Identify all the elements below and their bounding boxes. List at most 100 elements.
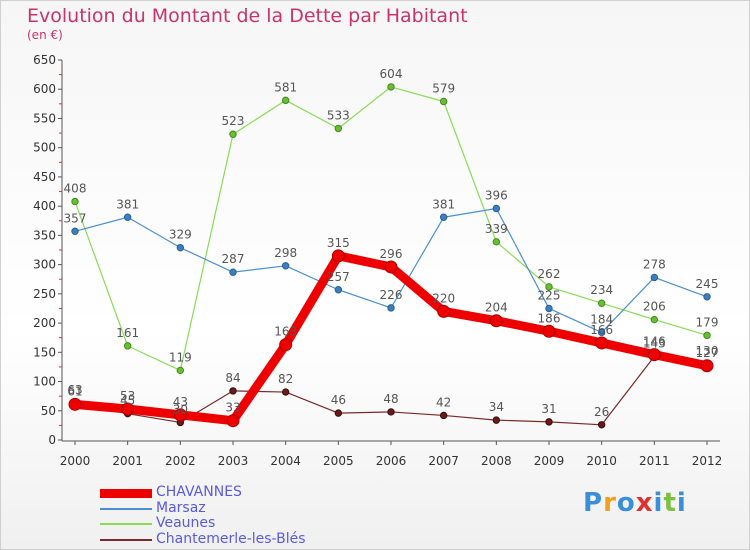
data-point-chantemerle-les-bl-s bbox=[334, 409, 343, 417]
data-label-marsaz: 357 bbox=[64, 211, 87, 225]
y-tick-label: 550 bbox=[33, 111, 56, 125]
data-label-veaunes: 523 bbox=[222, 114, 245, 128]
data-label-chantemerle-les-bl-s: 46 bbox=[331, 393, 346, 407]
data-point-marsaz bbox=[229, 268, 237, 276]
x-tick-label: 2007 bbox=[428, 454, 459, 468]
x-tick-label: 2001 bbox=[112, 454, 143, 468]
x-tick-label: 2002 bbox=[165, 454, 196, 468]
logo-letter: i bbox=[676, 488, 687, 518]
data-label-chantemerle-les-bl-s: 63 bbox=[67, 383, 82, 397]
x-tick-label: 2000 bbox=[60, 454, 91, 468]
data-point-chavannes bbox=[226, 414, 240, 428]
data-label-chavannes: 296 bbox=[380, 247, 403, 261]
data-point-veaunes bbox=[281, 96, 290, 105]
data-point-chavannes bbox=[542, 324, 556, 338]
data-label-veaunes: 234 bbox=[590, 283, 613, 297]
data-label-chavannes: 163 bbox=[274, 325, 297, 339]
legend-label: Veaunes bbox=[156, 515, 216, 531]
data-point-chavannes bbox=[384, 260, 398, 274]
data-label-veaunes: 339 bbox=[485, 222, 508, 236]
data-point-chantemerle-les-bl-s bbox=[492, 416, 501, 424]
chart-title: Evolution du Montant de la Dette par Hab… bbox=[27, 5, 468, 27]
data-label-marsaz: 329 bbox=[169, 228, 192, 242]
data-point-marsaz bbox=[439, 213, 448, 221]
data-label-chavannes: 166 bbox=[590, 323, 613, 337]
data-label-marsaz: 184 bbox=[590, 312, 613, 326]
data-label-marsaz: 278 bbox=[643, 257, 666, 271]
y-axis-ticks: 0 50 100 150 200 250 300 350 400 450 500 550 600 650 bbox=[33, 53, 62, 447]
data-label-veaunes: 579 bbox=[432, 82, 455, 96]
legend-swatch bbox=[100, 507, 152, 510]
y-tick-label: 350 bbox=[33, 228, 56, 242]
data-label-chavannes: 33 bbox=[225, 401, 240, 415]
data-label-chavannes: 146 bbox=[643, 335, 666, 349]
data-labels-layer: 61 53 43 33 163 315 296 220 204 186 166 146 127 357 38… bbox=[64, 67, 719, 419]
data-label-chavannes: 53 bbox=[120, 389, 135, 403]
data-point-veaunes bbox=[703, 331, 711, 340]
logo-letter: o bbox=[616, 488, 636, 518]
legend-label: CHAVANNES bbox=[156, 484, 242, 500]
x-tick-label: 2003 bbox=[218, 454, 249, 468]
data-label-chantemerle-les-bl-s: 45 bbox=[120, 394, 135, 408]
y-tick-label: 650 bbox=[33, 53, 56, 67]
x-tick-label: 2006 bbox=[376, 454, 407, 468]
x-tick-label: 2004 bbox=[270, 454, 301, 468]
data-point-chantemerle-les-bl-s bbox=[439, 411, 448, 420]
data-label-veaunes: 408 bbox=[64, 181, 87, 195]
data-point-veaunes bbox=[650, 315, 659, 324]
data-label-chavannes: 220 bbox=[432, 291, 455, 305]
data-label-chavannes: 204 bbox=[485, 301, 508, 315]
data-label-marsaz: 396 bbox=[485, 188, 508, 202]
data-point-marsaz bbox=[545, 304, 553, 313]
data-label-veaunes: 262 bbox=[538, 267, 561, 281]
logo-letter: x bbox=[635, 488, 654, 518]
legend-swatch bbox=[100, 538, 152, 541]
x-tick-label: 2012 bbox=[692, 454, 723, 468]
logo-letter: t bbox=[663, 488, 677, 518]
data-point-marsaz bbox=[281, 262, 290, 270]
data-label-marsaz: 245 bbox=[696, 277, 719, 291]
data-point-chavannes bbox=[647, 348, 661, 362]
data-label-marsaz: 225 bbox=[538, 288, 561, 302]
data-label-veaunes: 206 bbox=[643, 300, 666, 314]
y-tick-label: 250 bbox=[33, 287, 56, 301]
x-axis-ticks: 2000 2001 2002 2003 2004 2005 2006 2007 2008 2009… bbox=[60, 441, 723, 468]
x-tick-label: 2011 bbox=[639, 454, 670, 468]
proxiti-logo: Proxiti bbox=[583, 488, 687, 518]
data-point-chavannes bbox=[331, 249, 345, 263]
data-label-chantemerle-les-bl-s: 31 bbox=[541, 402, 556, 416]
data-label-chantemerle-les-bl-s: 34 bbox=[489, 400, 504, 414]
data-point-marsaz bbox=[597, 328, 606, 337]
data-label-chavannes: 61 bbox=[67, 384, 82, 398]
data-label-chantemerle-les-bl-s: 84 bbox=[225, 371, 240, 385]
data-label-chavannes: 43 bbox=[173, 395, 188, 409]
data-point-veaunes bbox=[387, 83, 395, 91]
data-label-veaunes: 119 bbox=[169, 350, 192, 364]
y-tick-label: 100 bbox=[33, 375, 56, 389]
x-tick-label: 2010 bbox=[586, 454, 617, 468]
data-point-marsaz bbox=[387, 304, 395, 312]
data-label-chantemerle-les-bl-s: 130 bbox=[696, 344, 719, 358]
data-point-chavannes bbox=[595, 336, 609, 350]
data-label-marsaz: 381 bbox=[116, 197, 139, 211]
data-point-chantemerle-les-bl-s bbox=[229, 387, 237, 395]
x-tick-label: 2008 bbox=[481, 454, 512, 468]
data-point-veaunes bbox=[334, 124, 343, 133]
data-point-chavannes bbox=[279, 338, 293, 352]
y-tick-label: 150 bbox=[33, 345, 56, 359]
logo-letter: r bbox=[603, 488, 617, 518]
data-label-marsaz: 381 bbox=[432, 197, 455, 211]
x-tick-label: 2009 bbox=[534, 454, 565, 468]
data-point-veaunes bbox=[229, 130, 237, 138]
y-tick-label: 400 bbox=[33, 199, 56, 213]
logo-letter: P bbox=[583, 488, 604, 518]
data-point-veaunes bbox=[597, 299, 606, 307]
data-point-chavannes bbox=[68, 397, 82, 411]
data-point-marsaz bbox=[703, 293, 711, 301]
data-label-veaunes: 533 bbox=[327, 108, 350, 122]
y-tick-label: 600 bbox=[33, 82, 56, 96]
series-layer bbox=[68, 83, 714, 429]
y-tick-label: 50 bbox=[41, 404, 56, 418]
data-point-chavannes bbox=[173, 408, 187, 422]
legend-label: Marsaz bbox=[156, 499, 206, 516]
